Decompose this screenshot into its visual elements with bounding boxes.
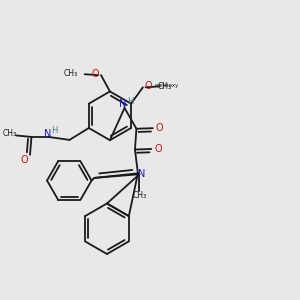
Text: O: O bbox=[155, 123, 163, 133]
Text: H: H bbox=[128, 97, 134, 106]
Text: N: N bbox=[44, 129, 52, 139]
Text: CH₃: CH₃ bbox=[2, 130, 16, 139]
Text: methoxy: methoxy bbox=[154, 83, 179, 88]
Text: O: O bbox=[92, 69, 100, 79]
Text: O: O bbox=[154, 144, 162, 154]
Text: N: N bbox=[119, 99, 127, 110]
Text: N: N bbox=[138, 169, 146, 179]
Text: O: O bbox=[20, 155, 28, 165]
Text: CH₃: CH₃ bbox=[158, 82, 172, 91]
Text: CH₃: CH₃ bbox=[64, 69, 78, 78]
Text: O: O bbox=[144, 81, 152, 92]
Text: CH₃: CH₃ bbox=[132, 191, 146, 200]
Text: H: H bbox=[51, 127, 57, 136]
